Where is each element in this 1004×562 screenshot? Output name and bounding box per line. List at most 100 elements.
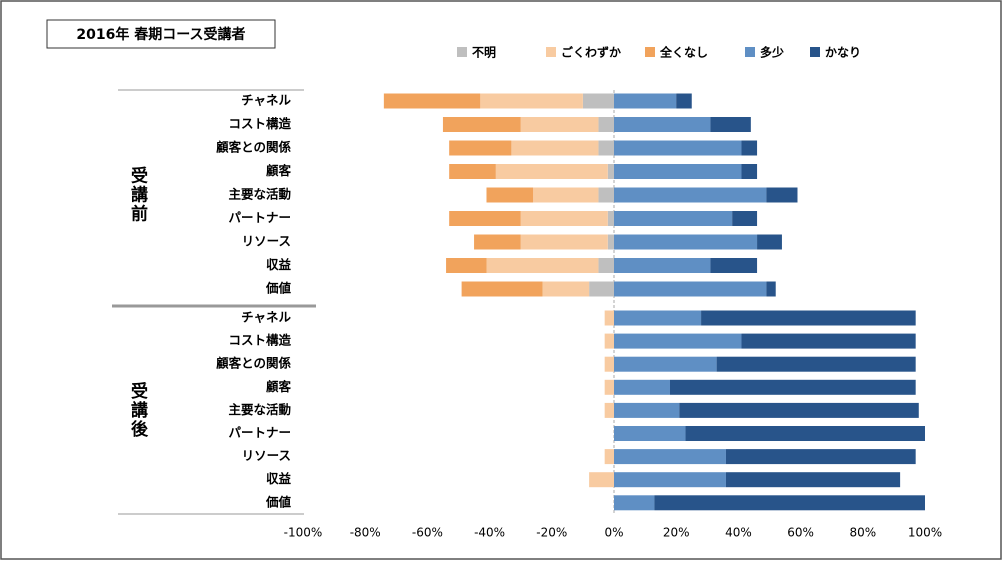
- bar-segment: [614, 281, 767, 297]
- bar-segment: [732, 211, 758, 226]
- bar-segment: [589, 472, 614, 488]
- bar-segment: [669, 379, 916, 395]
- bar-segment: [614, 187, 767, 203]
- bar-segment: [757, 234, 782, 250]
- x-tick-label: -80%: [350, 526, 381, 540]
- category-label: コスト構造: [228, 333, 291, 348]
- bar-segment: [766, 187, 798, 203]
- bar-segment: [442, 117, 521, 132]
- bar-segment: [614, 495, 655, 511]
- category-label: 顧客: [266, 379, 292, 394]
- bar-segment: [614, 333, 742, 349]
- title-box: [46, 19, 276, 49]
- bar-segment: [716, 356, 916, 372]
- bar-segment: [725, 449, 916, 465]
- x-tick-label: -20%: [536, 526, 567, 540]
- category-label: 顧客との関係: [216, 356, 291, 371]
- bar-segment: [383, 93, 481, 109]
- bar-segment: [589, 281, 614, 297]
- x-tick-label: 0%: [604, 526, 623, 540]
- bar-segment: [607, 211, 614, 226]
- x-tick-label: 80%: [849, 526, 876, 540]
- bar-segment: [604, 402, 614, 418]
- bar-segment: [486, 187, 534, 203]
- bar-segment: [614, 234, 758, 250]
- bar-segment: [598, 140, 614, 156]
- bar-segment: [614, 211, 733, 226]
- bar-segment: [604, 333, 614, 349]
- legend-label: ごくわずか: [561, 45, 621, 60]
- bar-segment: [449, 211, 521, 226]
- bar-segment: [741, 140, 758, 156]
- bar-segment: [604, 356, 614, 372]
- category-label: 収益: [266, 471, 292, 486]
- bar-segment: [679, 402, 919, 418]
- bar-segment: [710, 117, 751, 132]
- bar-segment: [614, 472, 726, 488]
- x-tick-label: 60%: [787, 526, 814, 540]
- bar-segment: [701, 310, 916, 326]
- legend-label: かなり: [825, 46, 861, 60]
- bar-segment: [520, 117, 599, 132]
- category-label: パートナー: [228, 425, 291, 440]
- bar-segment: [449, 164, 496, 179]
- bar-segment: [582, 93, 614, 109]
- bar-segment: [614, 402, 680, 418]
- category-label: 収益: [266, 257, 292, 272]
- category-label: 価値: [265, 281, 292, 296]
- x-tick-label: 100%: [908, 526, 942, 540]
- bar-segment: [607, 164, 614, 179]
- category-label: チャネル: [241, 93, 291, 108]
- bar-segment: [725, 472, 901, 488]
- bar-segment: [614, 117, 711, 132]
- x-tick-label: -100%: [284, 526, 323, 540]
- bar-segment: [614, 379, 670, 395]
- legend-swatch: [457, 47, 467, 57]
- bar-segment: [614, 426, 686, 441]
- bar-segment: [607, 234, 614, 250]
- bar-segment: [486, 258, 599, 273]
- bar-segment: [614, 310, 702, 326]
- bar-segment: [495, 164, 608, 179]
- legend-label: 多少: [760, 45, 784, 60]
- bar-segment: [676, 93, 692, 109]
- category-label: 主要な活動: [228, 187, 291, 202]
- legend-swatch: [745, 47, 755, 57]
- category-label: 主要な活動: [228, 402, 291, 417]
- bar-segment: [614, 356, 717, 372]
- bar-segment: [741, 164, 758, 179]
- bar-segment: [461, 281, 543, 297]
- bar-segment: [598, 187, 614, 203]
- category-label: リソース: [242, 448, 291, 463]
- category-label: リソース: [242, 234, 291, 249]
- bar-segment: [766, 281, 776, 297]
- bar-segment: [598, 117, 614, 132]
- bar-segment: [604, 449, 614, 465]
- legend-swatch: [645, 47, 655, 57]
- bar-segment: [520, 234, 608, 250]
- category-label: 顧客: [266, 163, 292, 178]
- bar-segment: [654, 495, 925, 511]
- legend-label: 全くなし: [659, 45, 708, 60]
- bar-segment: [480, 93, 583, 109]
- bar-segment: [604, 379, 614, 395]
- legend-swatch: [810, 47, 820, 57]
- bar-segment: [741, 333, 916, 349]
- bar-segment: [614, 140, 742, 156]
- bar-segment: [614, 93, 677, 109]
- bar-segment: [604, 310, 614, 326]
- bar-segment: [474, 234, 521, 250]
- bar-segment: [614, 449, 726, 465]
- category-label: チャネル: [241, 310, 291, 325]
- bar-segment: [520, 211, 608, 226]
- group-label: 受講後: [127, 381, 148, 439]
- group-label: 受講前: [127, 165, 148, 223]
- category-label: 価値: [265, 494, 292, 509]
- legend-label: 不明: [472, 46, 496, 60]
- bar-segment: [533, 187, 599, 203]
- bar-segment: [685, 426, 925, 441]
- category-label: パートナー: [228, 210, 291, 225]
- legend-swatch: [546, 47, 556, 57]
